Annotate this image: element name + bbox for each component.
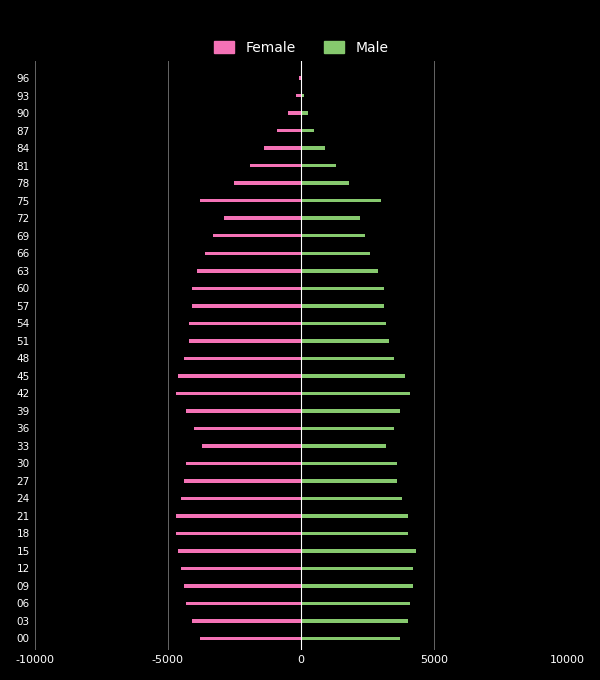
Bar	[301, 532, 407, 535]
Bar	[301, 304, 383, 307]
Bar	[301, 479, 397, 483]
Bar	[301, 496, 402, 500]
Bar	[301, 182, 349, 185]
Bar	[192, 286, 301, 290]
Bar	[181, 496, 301, 500]
Bar	[301, 356, 394, 360]
Bar	[187, 462, 301, 465]
Bar	[301, 426, 394, 430]
Bar	[301, 549, 416, 553]
Bar	[301, 199, 381, 203]
Bar	[200, 636, 301, 640]
Legend: Female, Male: Female, Male	[208, 35, 394, 61]
Bar	[178, 549, 301, 553]
Bar	[205, 252, 301, 255]
Bar	[301, 444, 386, 447]
Bar	[192, 304, 301, 307]
Bar	[184, 584, 301, 588]
Bar	[301, 129, 314, 133]
Bar	[301, 514, 407, 517]
Bar	[224, 216, 301, 220]
Bar	[187, 409, 301, 413]
Bar	[200, 199, 301, 203]
Bar	[235, 182, 301, 185]
Bar	[301, 94, 304, 97]
Bar	[178, 374, 301, 377]
Bar	[181, 566, 301, 570]
Bar	[301, 374, 405, 377]
Bar	[301, 584, 413, 588]
Bar	[301, 216, 359, 220]
Bar	[202, 444, 301, 447]
Bar	[301, 619, 407, 623]
Bar	[189, 322, 301, 325]
Bar	[301, 112, 308, 115]
Bar	[187, 602, 301, 605]
Bar	[189, 339, 301, 343]
Bar	[301, 269, 378, 273]
Bar	[301, 339, 389, 343]
Bar	[301, 392, 410, 395]
Bar	[301, 76, 302, 80]
Bar	[192, 619, 301, 623]
Bar	[301, 566, 413, 570]
Bar	[301, 636, 400, 640]
Bar	[301, 234, 365, 237]
Bar	[194, 426, 301, 430]
Bar	[299, 76, 301, 80]
Bar	[250, 164, 301, 167]
Bar	[301, 252, 370, 255]
Bar	[176, 532, 301, 535]
Bar	[184, 356, 301, 360]
Bar	[197, 269, 301, 273]
Bar	[176, 514, 301, 517]
Bar	[213, 234, 301, 237]
Bar	[301, 602, 410, 605]
Bar	[176, 392, 301, 395]
Bar	[287, 112, 301, 115]
Bar	[263, 146, 301, 150]
Bar	[184, 479, 301, 483]
Bar	[301, 322, 386, 325]
Bar	[277, 129, 301, 133]
Bar	[301, 146, 325, 150]
Bar	[301, 164, 335, 167]
Bar	[301, 462, 397, 465]
Bar	[301, 286, 383, 290]
Bar	[301, 409, 400, 413]
Bar	[296, 94, 301, 97]
